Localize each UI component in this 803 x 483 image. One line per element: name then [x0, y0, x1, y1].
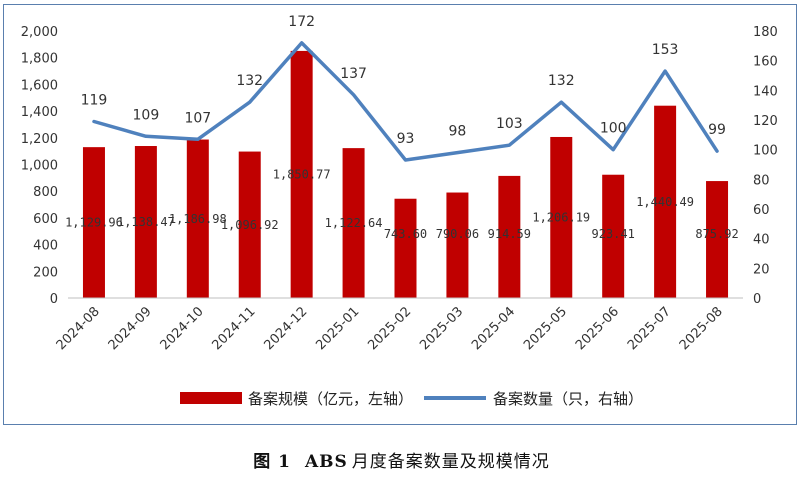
- x-axis-tick-label: 2025-06: [573, 304, 622, 353]
- bar-2024-09: [134, 146, 157, 298]
- line-value-label: 109: [133, 107, 160, 123]
- bar-value-label: 1,206.19: [532, 210, 590, 224]
- bar-2025-03: [446, 192, 469, 298]
- right-axis-tick-label: 180: [753, 25, 778, 40]
- left-axis-tick-label: 200: [33, 265, 58, 280]
- x-axis-tick-label: 2025-05: [521, 304, 570, 353]
- bar-2024-12: [290, 50, 313, 298]
- legend-bar-label: 备案规模（亿元，左轴）: [248, 390, 413, 408]
- left-axis-tick-label: 800: [33, 185, 58, 200]
- bar-2024-10: [186, 139, 209, 298]
- right-axis-tick-label: 40: [753, 233, 770, 248]
- x-axis-tick-label: 2025-04: [469, 304, 518, 353]
- right-axis-tick-label: 0: [753, 292, 761, 307]
- bar-value-label: 1,096.92: [221, 218, 279, 232]
- x-axis-tick-label: 2024-10: [158, 304, 207, 353]
- line-value-label: 119: [81, 92, 108, 108]
- x-axis-tick-label: 2024-11: [210, 304, 259, 353]
- x-axis-tick-label: 2025-01: [313, 304, 362, 353]
- left-axis-tick-label: 1,800: [21, 52, 58, 67]
- left-axis-tick-label: 0: [50, 292, 58, 307]
- bar-value-label: 923.41: [592, 227, 635, 241]
- line-value-label: 100: [600, 121, 627, 137]
- bar-2025-01: [342, 148, 365, 298]
- right-axis-tick-label: 100: [753, 144, 778, 159]
- bar-value-label: 875.92: [695, 227, 738, 241]
- right-axis-tick-label: 20: [753, 262, 770, 277]
- x-axis-tick-label: 2025-02: [365, 304, 414, 353]
- left-axis-tick-label: 1,600: [21, 78, 58, 93]
- x-axis-tick-label: 2025-07: [625, 304, 674, 353]
- bar-2025-07: [654, 105, 677, 299]
- left-axis-tick-label: 600: [33, 212, 58, 227]
- right-axis-tick-label: 120: [753, 114, 778, 129]
- right-axis-tick-label: 80: [753, 173, 770, 188]
- legend-line-label: 备案数量（只，右轴）: [493, 390, 643, 408]
- bar-value-label: 1,850.77: [273, 167, 331, 181]
- bar-value-label: 1,440.49: [636, 195, 694, 209]
- bar-value-label: 743.60: [384, 227, 427, 241]
- line-value-label: 132: [548, 73, 575, 89]
- line-value-label: 172: [288, 14, 315, 30]
- right-axis-tick-label: 60: [753, 203, 770, 218]
- line-value-label: 93: [397, 131, 415, 147]
- x-axis-tick-label: 2024-09: [106, 304, 155, 353]
- bar-2025-04: [498, 175, 521, 298]
- bar-value-label: 1,129.96: [65, 216, 123, 230]
- bar-value-label: 914.59: [488, 227, 531, 241]
- bar-2025-02: [394, 198, 417, 298]
- figure-caption: 图 1 ABS 月度备案数量及规模情况: [0, 447, 803, 472]
- chart-frame: [3, 4, 797, 425]
- right-axis-tick-label: 140: [753, 84, 778, 99]
- right-axis-tick-label: 160: [753, 55, 778, 70]
- left-axis-tick-label: 1,000: [21, 159, 58, 174]
- line-value-label: 137: [340, 66, 367, 82]
- left-axis-tick-label: 2,000: [21, 25, 58, 40]
- bar-2025-05: [550, 136, 573, 298]
- x-axis-tick-label: 2024-12: [261, 304, 310, 353]
- abs-combo-chart: 02004006008001,0001,2001,4001,6001,8002,…: [21, 14, 778, 408]
- figure-abs: ABS: [304, 452, 348, 472]
- left-axis-tick-label: 400: [33, 239, 58, 254]
- bar-value-label: 790.06: [436, 227, 479, 241]
- line-value-label: 107: [184, 110, 211, 126]
- left-axis-tick-label: 1,400: [21, 105, 58, 120]
- bar-value-label: 1,186.98: [169, 212, 227, 226]
- bar-2025-06: [602, 174, 625, 298]
- line-value-label: 98: [449, 124, 467, 140]
- bar-value-label: 1,138.47: [117, 215, 175, 229]
- left-axis-tick-label: 1,200: [21, 132, 58, 147]
- bar-2024-11: [238, 151, 261, 298]
- figure-label: 图 1: [253, 452, 291, 472]
- bar-value-label: 1,122.64: [325, 216, 383, 230]
- legend-bar-swatch: [180, 392, 242, 404]
- line-value-label: 103: [496, 116, 523, 132]
- x-axis-tick-label: 2025-03: [417, 304, 466, 353]
- line-value-label: 153: [652, 42, 679, 58]
- line-value-label: 132: [236, 73, 263, 89]
- figure-title: 月度备案数量及规模情况: [351, 452, 550, 472]
- x-axis-tick-label: 2024-08: [54, 304, 103, 353]
- bar-2025-08: [706, 181, 729, 298]
- count-line: [92, 41, 719, 162]
- line-value-label: 99: [708, 122, 726, 138]
- bar-2024-08: [82, 147, 105, 298]
- x-axis-tick-label: 2025-08: [677, 304, 726, 353]
